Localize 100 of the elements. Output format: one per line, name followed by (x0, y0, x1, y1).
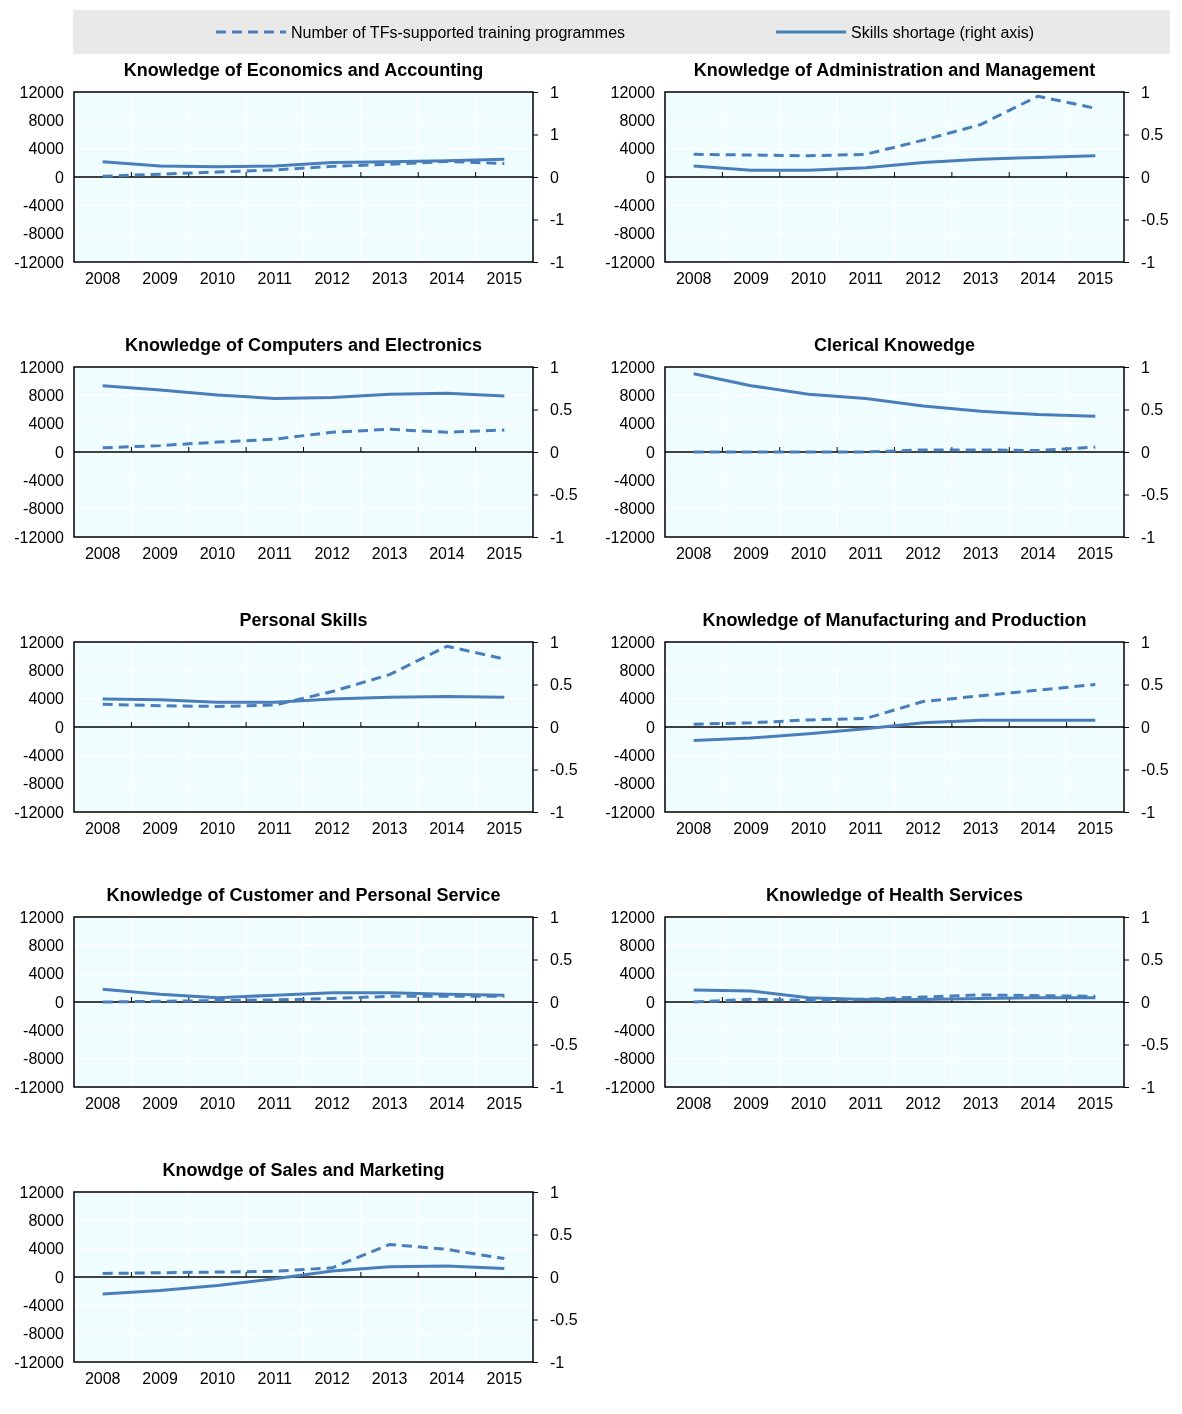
chart-title: Knowledge of Customer and Personal Service (106, 885, 501, 905)
y2-tick-label: -0.5 (550, 761, 578, 779)
y-tick-label: 4000 (28, 1240, 65, 1258)
y2-tick-label: 1 (1141, 358, 1150, 376)
y-tick-label: -8000 (614, 500, 656, 518)
x-tick-label: 2010 (199, 820, 236, 837)
y2-tick-label: 0.5 (1141, 676, 1164, 694)
y-tick-label: -8000 (614, 1050, 656, 1068)
line-series (692, 683, 1097, 726)
x-tick-label: 2011 (848, 1095, 884, 1112)
x-tick-label: 2011 (257, 820, 293, 837)
y2-tick-label: 0 (1141, 168, 1150, 186)
x-tick-label: 2013 (371, 545, 408, 562)
x-tick-label: 2011 (257, 270, 293, 287)
y2-tick-label: -0.5 (550, 1311, 578, 1329)
y2-tick-label: 0 (550, 443, 559, 461)
y-tick-label: -8000 (23, 1325, 65, 1343)
y2-tick-label: 0 (550, 168, 559, 186)
x-tick-label: 2008 (84, 545, 121, 562)
y2-tick-label: 0 (1141, 718, 1150, 736)
y-tick-label: 8000 (619, 661, 656, 679)
y2-tick-label: -0.5 (550, 486, 578, 504)
x-tick-label: 2013 (371, 270, 408, 287)
x-tick-label: 2008 (675, 545, 712, 562)
y-tick-label: 12000 (19, 908, 65, 926)
y-tick-label: 4000 (619, 965, 656, 983)
chart-title: Knowledge of Administration and Management (693, 60, 1096, 80)
y2-tick-label: 1 (550, 83, 559, 101)
y-tick-label: 4000 (619, 690, 656, 708)
y2-tick-label: -0.5 (1141, 1036, 1169, 1054)
y-tick-label: -4000 (23, 471, 65, 489)
y2-tick-label: 1 (1141, 908, 1150, 926)
y-tick-label: -12000 (14, 803, 65, 821)
x-tick-label: 2010 (199, 270, 236, 287)
x-tick-label: 2010 (790, 820, 827, 837)
x-tick-label: 2013 (962, 270, 999, 287)
y-tick-label: -4000 (23, 196, 65, 214)
y2-tick-label: -1 (550, 1353, 565, 1371)
x-tick-label: 2014 (429, 1095, 465, 1112)
y-tick-label: 8000 (28, 1211, 65, 1229)
y-tick-label: 4000 (28, 690, 65, 708)
y-tick-label: -12000 (605, 803, 656, 821)
y-tick-label: 0 (646, 718, 656, 736)
y-tick-label: -8000 (23, 1050, 65, 1068)
x-tick-label: 2013 (371, 820, 408, 837)
y-tick-label: -8000 (23, 500, 65, 518)
x-tick-label: 2010 (790, 545, 827, 562)
y2-tick-label: 0 (550, 718, 559, 736)
y2-tick-label: 0 (1141, 993, 1150, 1011)
x-tick-label: 2015 (1077, 270, 1114, 287)
x-tick-label: 2015 (486, 1095, 523, 1112)
y-tick-label: -12000 (605, 253, 656, 271)
y-tick-label: 8000 (28, 111, 65, 129)
y-tick-label: 0 (55, 443, 65, 461)
x-tick-label: 2008 (675, 820, 712, 837)
y2-tick-label: -1 (550, 211, 565, 229)
chart-title: Clerical Knowedge (813, 335, 976, 355)
x-tick-label: 2015 (486, 270, 523, 287)
y2-tick-label: -1 (550, 528, 565, 546)
x-tick-label: 2011 (257, 1370, 293, 1387)
y-tick-label: 12000 (610, 633, 656, 651)
y2-tick-label: -0.5 (550, 1036, 578, 1054)
y-tick-label: 4000 (28, 415, 65, 433)
x-tick-label: 2014 (1020, 820, 1056, 837)
y-tick-label: -4000 (614, 1021, 656, 1039)
x-tick-label: 2010 (199, 545, 236, 562)
x-tick-label: 2014 (1020, 545, 1056, 562)
line-series (692, 718, 1097, 743)
x-tick-label: 2008 (84, 1095, 121, 1112)
y-tick-label: 0 (55, 993, 65, 1011)
x-tick-label: 2013 (962, 545, 999, 562)
y-tick-label: -12000 (14, 253, 65, 271)
y-tick-label: -12000 (14, 1078, 65, 1096)
y2-tick-label: -1 (550, 1078, 565, 1096)
y2-tick-label: 0 (550, 993, 559, 1011)
y2-tick-label: 0.5 (1141, 126, 1164, 144)
y2-tick-label: 0.5 (550, 676, 573, 694)
y-tick-label: 12000 (19, 633, 65, 651)
y-tick-label: -12000 (14, 528, 65, 546)
y-tick-label: 0 (646, 443, 656, 461)
y2-tick-label: 1 (1141, 633, 1150, 651)
y-tick-label: 12000 (19, 1183, 65, 1201)
x-tick-label: 2010 (790, 270, 827, 287)
x-tick-label: 2008 (675, 1095, 712, 1112)
x-tick-label: 2012 (314, 1095, 351, 1112)
y-tick-label: -8000 (23, 775, 65, 793)
chart-title: Personal Skills (239, 610, 368, 630)
x-tick-label: 2012 (905, 1095, 942, 1112)
chart-title: Knowledge of Manufacturing and Production (702, 610, 1087, 630)
y2-tick-label: -1 (1141, 803, 1156, 821)
y-tick-label: 8000 (28, 661, 65, 679)
chart-title: Knowdge of Sales and Marketing (162, 1160, 445, 1180)
y-tick-label: -4000 (614, 196, 656, 214)
line-series (101, 159, 506, 178)
y-tick-label: 0 (55, 168, 65, 186)
x-tick-label: 2015 (1077, 545, 1114, 562)
x-tick-label: 2013 (962, 820, 999, 837)
y2-tick-label: -1 (1141, 528, 1156, 546)
x-tick-label: 2010 (199, 1370, 236, 1387)
y2-tick-label: -1 (550, 253, 565, 271)
